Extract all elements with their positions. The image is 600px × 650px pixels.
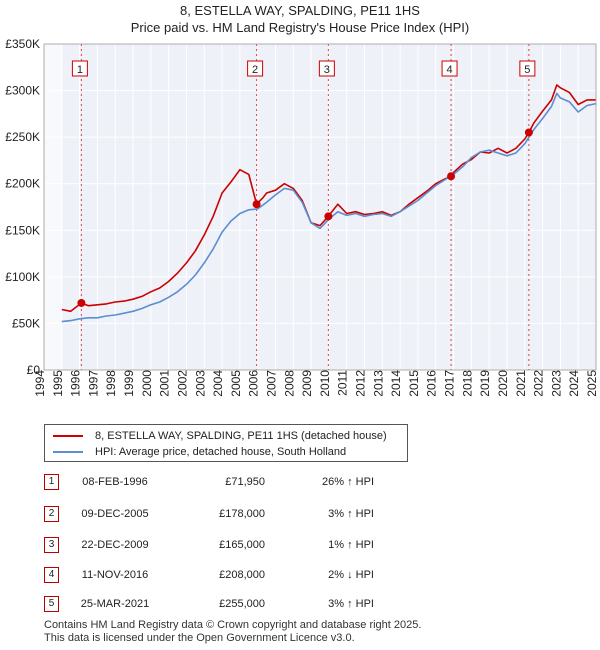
x-tick-label: 2020 <box>496 370 510 397</box>
x-tick-label: 2008 <box>282 370 296 397</box>
sale-point <box>524 128 533 137</box>
y-tick-label: £350K <box>5 37 40 51</box>
x-tick-label: 2022 <box>532 370 546 397</box>
sale-number-badge: 4 <box>44 567 59 583</box>
legend-swatch-property <box>53 435 83 437</box>
x-tick-label: 2016 <box>425 370 439 397</box>
sale-point <box>324 212 333 221</box>
chart-subtitle: Price paid vs. HM Land Registry's House … <box>130 20 470 35</box>
sale-number-box <box>318 60 335 77</box>
sale-number-box <box>71 60 88 77</box>
sale-price: £178,000 <box>219 508 265 520</box>
legend-label-property: 8, ESTELLA WAY, SPALDING, PE11 1HS (deta… <box>95 430 387 442</box>
x-tick-label: 2005 <box>229 370 243 397</box>
legend-item-hpi: HPI: Average price, detached house, Sout… <box>53 445 346 459</box>
sale-price: £208,000 <box>219 569 265 581</box>
plot-frame <box>43 43 597 371</box>
sale-date: 09-DEC-2005 <box>81 508 149 520</box>
chart-title: 8, ESTELLA WAY, SPALDING, PE11 1HS <box>180 3 420 18</box>
sale-hpi-change: 26% ↑ HPI <box>322 476 374 488</box>
footer: Contains HM Land Registry data © Crown c… <box>44 619 421 645</box>
sale-date: 25-MAR-2021 <box>80 598 150 610</box>
sale-number-box <box>519 60 536 77</box>
sale-row: 5 25-MAR-2021 £255,000 3% ↑ HPI <box>0 596 600 616</box>
sale-hpi-change: 1% ↑ HPI <box>328 539 374 551</box>
y-tick-label: £150K <box>5 223 40 237</box>
sale-row: 2 09-DEC-2005 £178,000 3% ↑ HPI <box>0 506 600 526</box>
plot-area <box>44 44 596 370</box>
sale-price: £165,000 <box>219 539 265 551</box>
x-tick-label: 2012 <box>354 370 368 397</box>
legend: 8, ESTELLA WAY, SPALDING, PE11 1HS (deta… <box>44 424 408 462</box>
x-tick-label: 2002 <box>175 370 189 397</box>
sale-hpi-change: 3% ↑ HPI <box>328 598 374 610</box>
sale-number-badge: 2 <box>44 506 59 522</box>
x-tick-label: 1999 <box>122 370 136 397</box>
x-tick-label: 2007 <box>264 370 278 397</box>
sale-number-label: 2 <box>252 64 258 76</box>
price-chart: £0 £50K £100K £150K £200K £250K £300K £350K 1994… <box>5 37 599 397</box>
sale-number-label: 3 <box>324 64 330 76</box>
legend-swatch-hpi <box>53 451 83 453</box>
x-tick-label: 2021 <box>514 370 528 397</box>
x-tick-label: 2001 <box>158 370 172 397</box>
x-tick-label: 2024 <box>567 370 581 397</box>
sale-hpi-change: 2% ↓ HPI <box>328 569 374 581</box>
x-tick-label: 2017 <box>443 370 457 397</box>
x-tick-label: 2014 <box>389 370 403 397</box>
sale-number-label: 5 <box>524 64 530 76</box>
y-tick-label: £300K <box>5 84 40 98</box>
x-tick-label: 2006 <box>247 370 261 397</box>
x-tick-label: 2013 <box>371 370 385 397</box>
sale-hpi-change: 3% ↑ HPI <box>328 508 374 520</box>
footer-copyright: Contains HM Land Registry data © Crown c… <box>44 619 422 631</box>
sale-date: 11-NOV-2016 <box>81 569 149 581</box>
x-tick-label: 1996 <box>69 370 83 397</box>
y-tick-label: £0 <box>27 363 41 377</box>
x-tick-label: 2003 <box>193 370 207 397</box>
sale-price: £255,000 <box>219 598 265 610</box>
x-tick-label: 2019 <box>478 370 492 397</box>
sale-point <box>77 298 86 307</box>
sale-price: £71,950 <box>225 476 265 488</box>
sale-row: 3 22-DEC-2009 £165,000 1% ↑ HPI <box>0 537 600 557</box>
sale-number-badge: 5 <box>44 596 59 612</box>
sale-number-label: 1 <box>77 64 83 76</box>
y-tick-label: £100K <box>5 270 40 284</box>
sale-date: 08-FEB-1996 <box>82 476 148 488</box>
property-price-line <box>61 84 596 313</box>
x-tick-label: 2011 <box>336 370 350 396</box>
x-tick-label: 2023 <box>549 370 563 397</box>
sale-point <box>252 200 261 209</box>
x-tick-label: 1994 <box>33 370 47 397</box>
sale-number-badge: 1 <box>44 474 59 490</box>
y-tick-label: £250K <box>5 130 40 144</box>
sale-number-label: 4 <box>446 64 452 76</box>
sale-point <box>447 172 456 181</box>
legend-label-hpi: HPI: Average price, detached house, Sout… <box>95 446 347 458</box>
x-tick-label: 2015 <box>407 370 421 397</box>
x-tick-label: 2004 <box>211 370 225 397</box>
x-tick-label: 2025 <box>585 370 599 397</box>
sale-date: 22-DEC-2009 <box>81 539 149 551</box>
x-tick-label: 1998 <box>104 370 118 397</box>
sale-number-box <box>247 60 264 77</box>
pre-data-shade <box>44 44 62 370</box>
x-tick-label: 2018 <box>460 370 474 397</box>
hpi-line <box>61 92 597 323</box>
sale-row: 4 11-NOV-2016 £208,000 2% ↓ HPI <box>0 567 600 587</box>
x-tick-label: 1995 <box>51 370 65 397</box>
sale-row: 1 08-FEB-1996 £71,950 26% ↑ HPI <box>0 474 600 494</box>
x-tick-label: 2009 <box>300 370 314 397</box>
legend-item-property: 8, ESTELLA WAY, SPALDING, PE11 1HS (deta… <box>53 429 387 443</box>
x-tick-label: 2000 <box>140 370 154 397</box>
footer-licence: This data is licensed under the Open Gov… <box>44 632 355 644</box>
sale-number-box <box>441 60 458 77</box>
x-tick-label: 2010 <box>318 370 332 397</box>
y-tick-label: £200K <box>5 177 40 191</box>
y-tick-label: £50K <box>12 316 40 330</box>
x-tick-label: 1997 <box>86 370 100 397</box>
sale-number-badge: 3 <box>44 537 59 553</box>
